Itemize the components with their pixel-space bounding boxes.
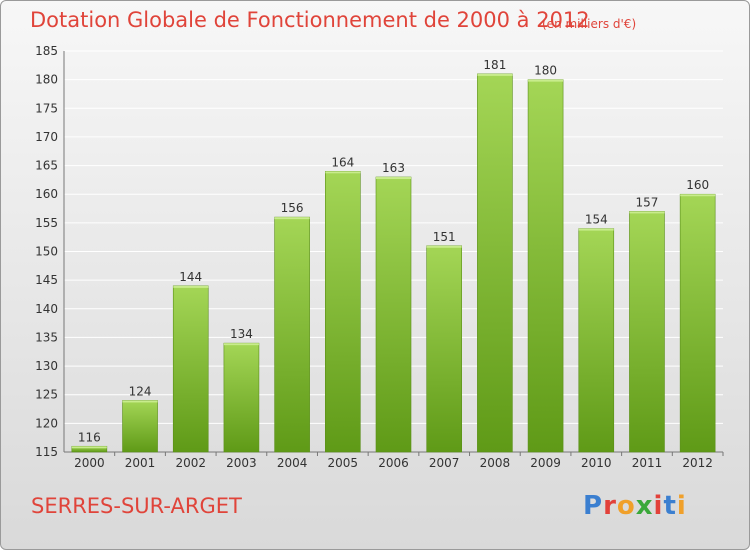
bar-value-label: 160 <box>686 178 709 192</box>
bar <box>679 193 716 453</box>
proxiti-logo: Proxiti <box>583 491 687 521</box>
logo-letter: o <box>616 491 636 521</box>
logo-letter: i <box>676 491 687 521</box>
bar-value-label: 144 <box>179 270 202 284</box>
x-tick-label: 2005 <box>328 456 359 470</box>
bar-top-highlight <box>680 194 716 197</box>
y-tick-label: 140 <box>35 302 58 316</box>
chart-title: Dotation Globale de Fonctionnement de 20… <box>30 8 590 32</box>
y-tick-label: 165 <box>35 159 58 173</box>
bar-top-highlight <box>528 79 564 82</box>
bar <box>274 216 310 453</box>
bar-top-highlight <box>325 171 361 174</box>
bar-top-highlight <box>376 177 411 180</box>
y-tick-label: 160 <box>35 187 58 201</box>
bar-value-label: 116 <box>78 430 101 444</box>
bar-top-highlight <box>173 285 209 288</box>
label-layer: 116 2000 124 2001 144 2002 134 2003 156 2004 164 20… <box>74 58 713 470</box>
y-tick-label: 155 <box>35 216 58 230</box>
logo-letter: r <box>603 491 617 521</box>
bar-value-label: 156 <box>281 201 304 215</box>
y-tick-label: 125 <box>35 388 58 402</box>
bar <box>629 211 665 453</box>
x-tick-label: 2007 <box>429 456 460 470</box>
bar-top-highlight <box>122 400 158 403</box>
x-tick-label: 2001 <box>125 456 156 470</box>
bar <box>172 285 209 453</box>
y-tick-label: 135 <box>35 330 58 344</box>
x-tick-label: 2008 <box>480 456 511 470</box>
y-tick-label: 170 <box>35 130 58 144</box>
bar-value-label: 180 <box>534 64 557 78</box>
x-tick-label: 2006 <box>378 456 409 470</box>
bar-top-highlight <box>477 73 513 76</box>
logo-letter: t <box>663 491 677 521</box>
bar-layer <box>71 73 716 453</box>
bar-top-highlight <box>426 245 462 248</box>
y-tick-label: 150 <box>35 245 58 259</box>
x-tick-label: 2003 <box>226 456 257 470</box>
bar-value-label: 163 <box>382 161 405 175</box>
bar-value-label: 164 <box>331 155 354 169</box>
bar-top-highlight <box>578 228 614 231</box>
bar-top-highlight <box>71 446 107 449</box>
bar-top-highlight <box>629 211 665 214</box>
x-tick-label: 2000 <box>74 456 105 470</box>
bar-value-label: 157 <box>636 195 659 209</box>
y-tick-label: 120 <box>35 416 58 430</box>
bar-value-label: 134 <box>230 327 253 341</box>
x-tick-label: 2002 <box>175 456 206 470</box>
y-tick-label: 185 <box>35 44 58 58</box>
y-tick-label: 180 <box>35 73 58 87</box>
bar-value-label: 154 <box>585 213 608 227</box>
logo-letter: x <box>635 491 654 521</box>
commune-name: SERRES-SUR-ARGET <box>31 494 242 518</box>
x-tick-label: 2004 <box>277 456 308 470</box>
x-tick-label: 2010 <box>581 456 612 470</box>
y-tick-label: 145 <box>35 273 58 287</box>
logo-letter: i <box>653 491 664 521</box>
bar-top-highlight <box>223 343 259 346</box>
y-tick-label: 130 <box>35 359 58 373</box>
bar <box>426 245 462 453</box>
logo-letter: P <box>583 491 604 521</box>
bar <box>122 400 158 453</box>
y-tick-label: 115 <box>35 445 58 459</box>
x-tick-label: 2011 <box>632 456 663 470</box>
bar <box>477 73 513 453</box>
y-tick-label: 175 <box>35 101 58 115</box>
bar-value-label: 124 <box>129 384 152 398</box>
bar <box>325 171 361 453</box>
x-tick-label: 2009 <box>530 456 561 470</box>
x-tick-label: 2012 <box>682 456 713 470</box>
bar <box>375 176 412 453</box>
bar-value-label: 151 <box>433 230 456 244</box>
unit-note: (en milliers d'€) <box>542 17 637 31</box>
bar-top-highlight <box>274 217 310 220</box>
bar <box>578 228 615 453</box>
bar <box>527 79 564 453</box>
bar <box>223 342 260 453</box>
bar-value-label: 181 <box>483 58 506 72</box>
